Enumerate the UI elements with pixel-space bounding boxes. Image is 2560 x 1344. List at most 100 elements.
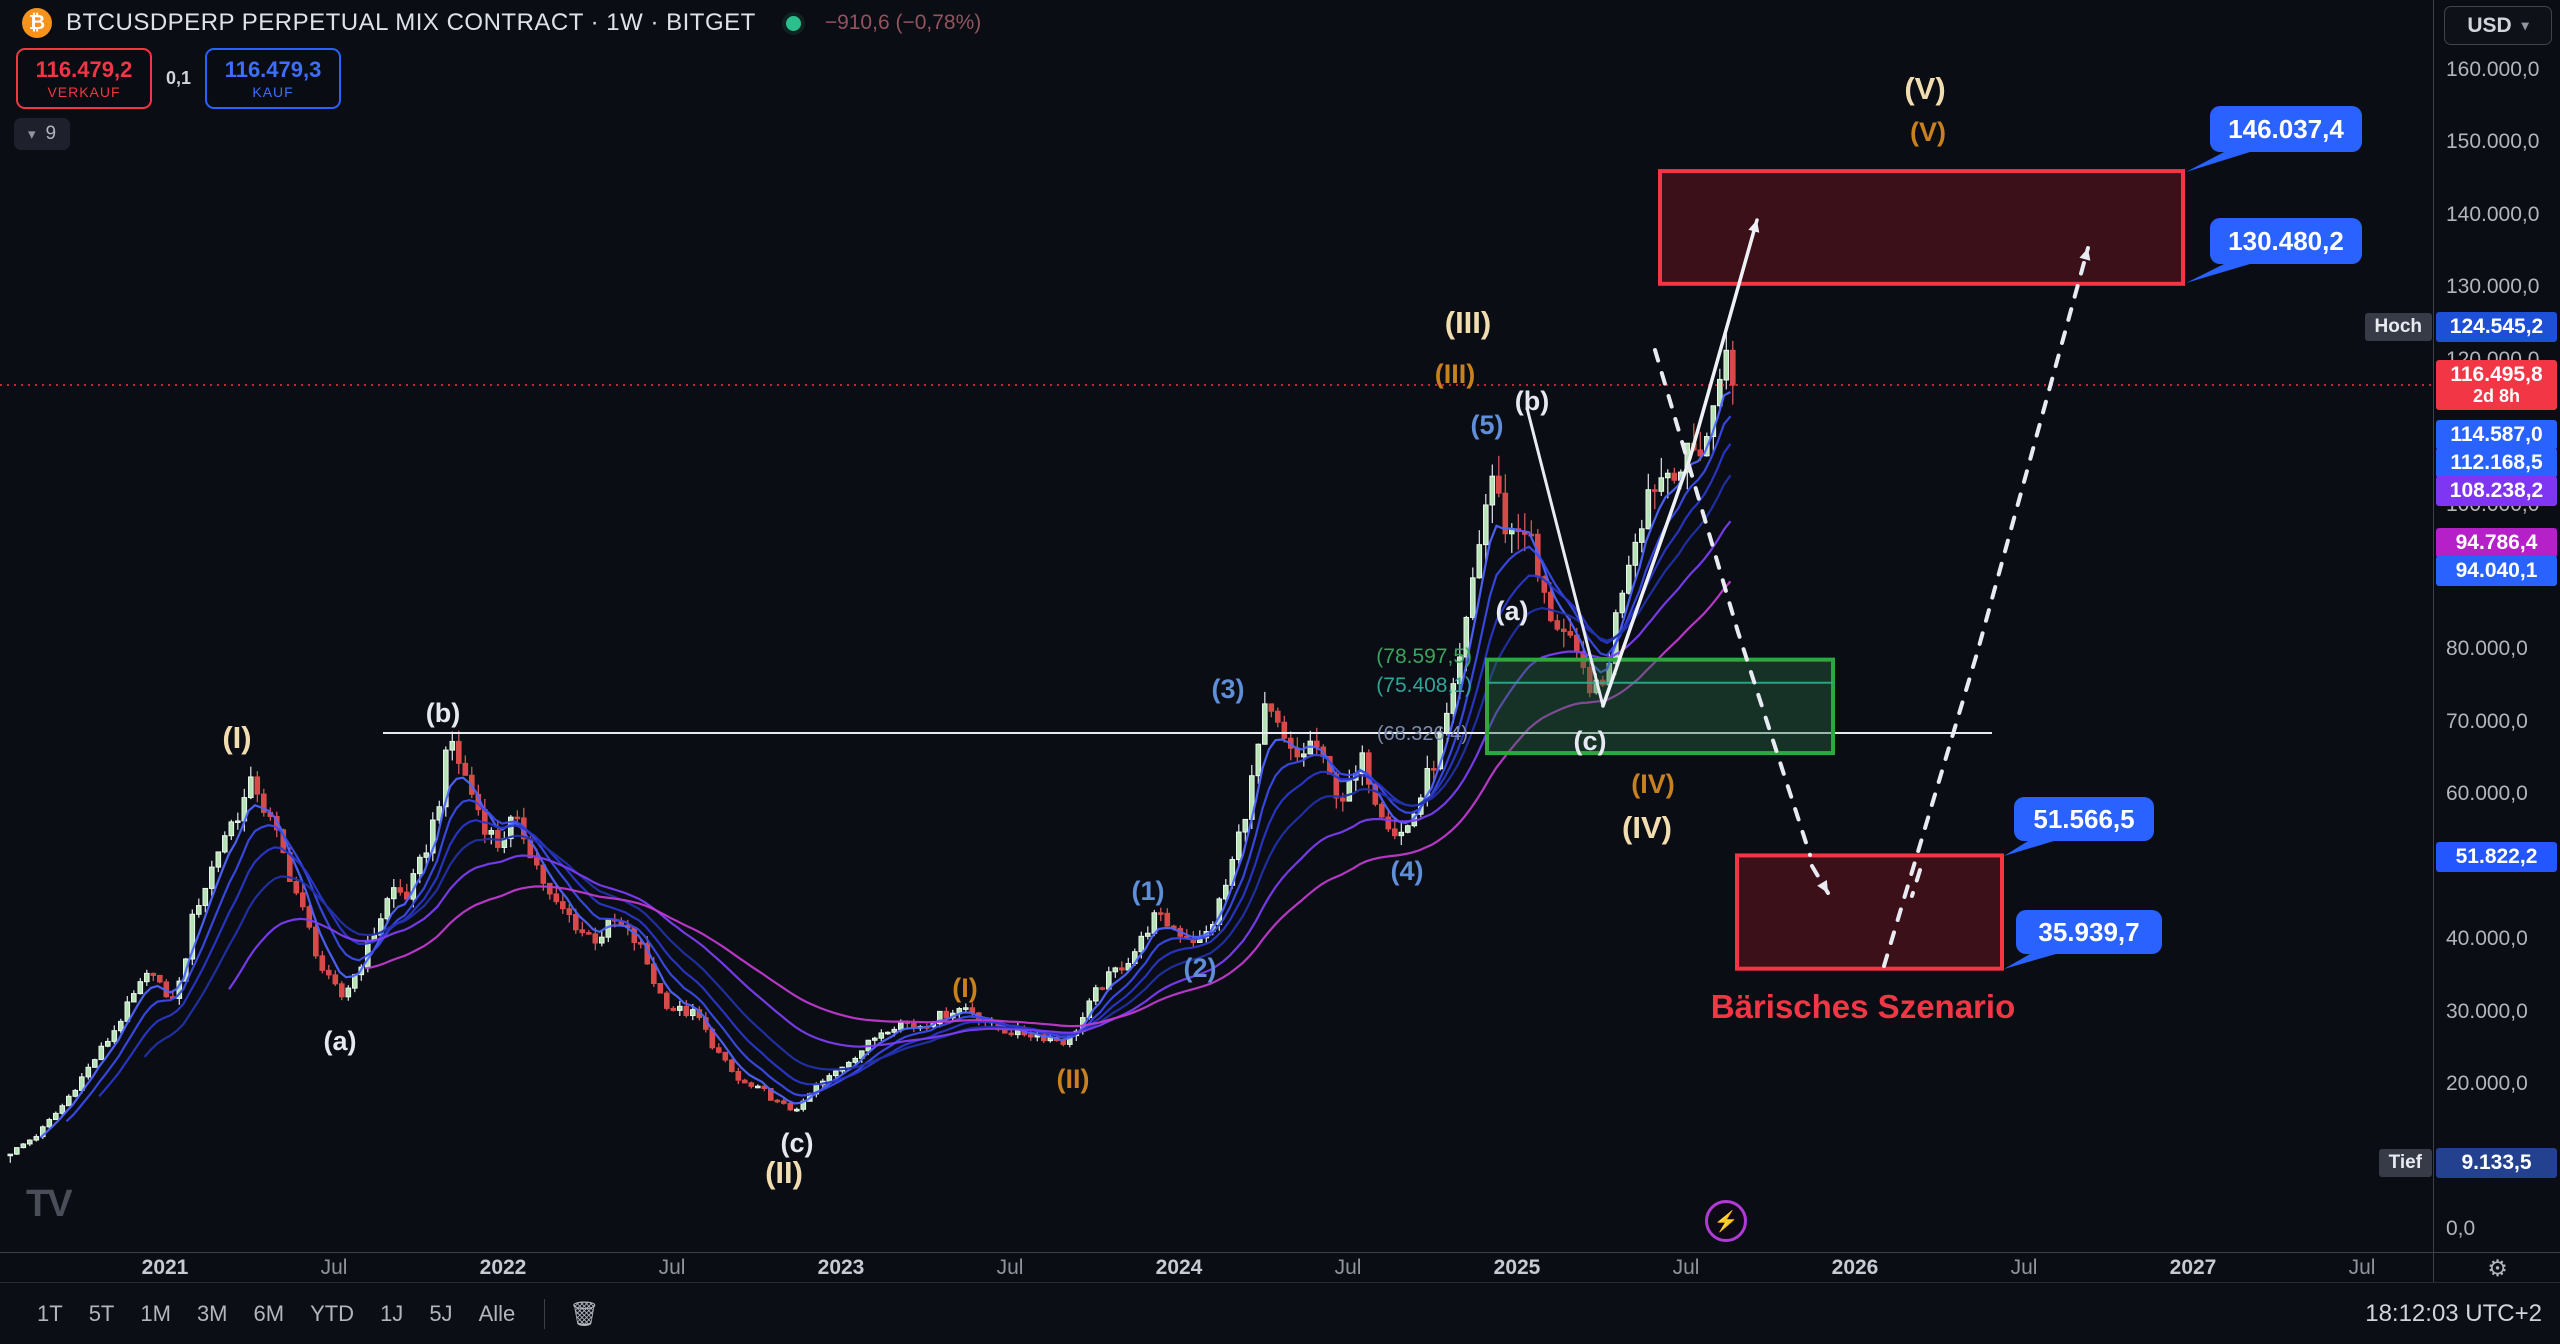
lightning-badge-icon[interactable]: ⚡ [1705, 1200, 1747, 1242]
bitcoin-icon: ₿ [22, 8, 52, 38]
wave-label-cream[interactable]: (III) [1445, 305, 1492, 340]
wave-label-blue[interactable]: (3) [1212, 674, 1245, 704]
wave-label-cream[interactable]: (II) [765, 1155, 803, 1190]
projection-dashed-0[interactable] [1653, 348, 1812, 857]
price-label-badge: 114.587,0 [2436, 420, 2557, 450]
order-panel: 116.479,2 VERKAUF 0,1 116.479,3 KAUF [16, 48, 342, 109]
time-axis[interactable]: ⚙ 2021 Jul 2022 Jul 2023 Jul 2024 Jul 2025 Jul 202… [0, 1252, 2560, 1283]
bearish-scenario-label[interactable]: Bärisches Szenario [1711, 988, 2015, 1025]
range-button-5j[interactable]: 5J [429, 1301, 453, 1326]
ema-line-21 [143, 474, 1732, 1071]
price-axis[interactable]: USD ▾ 160.000,0 150.000,0 140.000,0 130.000… [2364, 0, 2560, 1252]
buy-price: 116.479,3 [224, 56, 322, 82]
gear-icon[interactable]: ⚙ [2487, 1254, 2508, 1281]
price-tick: 150.000,0 [2446, 130, 2540, 154]
wave-label-cream[interactable]: (V) [1904, 71, 1945, 106]
range-button-1t[interactable]: 1T [37, 1301, 63, 1326]
wave-label-white[interactable]: (c) [781, 1128, 814, 1158]
wave-label-white[interactable]: (b) [426, 698, 460, 728]
trend-line-1[interactable] [1601, 218, 1759, 708]
range-switcher: 1T 5T 1M 3M 6M YTD 1J 5J Alle [24, 1301, 528, 1327]
wave-label-cream[interactable]: (I) [222, 720, 251, 755]
goto-date-icon[interactable]: 🗑︎ [569, 1300, 600, 1328]
symbol-title[interactable]: BTCUSDPERP PERPETUAL MIX CONTRACT · 1W ·… [66, 9, 756, 36]
price-change: −910,6 (−0,78%) [824, 11, 982, 34]
price-tag-hoch: Hoch [2364, 312, 2432, 341]
price-tag-tief: Tief [2378, 1148, 2432, 1177]
market-status-icon[interactable] [785, 15, 801, 31]
axis-settings-corner[interactable]: ⚙ [2433, 1253, 2560, 1283]
range-button-5t[interactable]: 5T [88, 1301, 115, 1326]
price-tick: 70.000,0 [2446, 709, 2528, 733]
projection-dashed-2-arrowhead [1817, 880, 1828, 893]
price-label-badge: 94.786,4 [2436, 528, 2557, 558]
wave-label-white[interactable]: (a) [324, 1026, 357, 1056]
time-tick: Jul [1334, 1256, 1362, 1279]
price-label-badge: 51.822,2 [2436, 842, 2557, 872]
wave-label-white[interactable]: (b) [1515, 386, 1549, 416]
time-tick: 2024 [1155, 1256, 1203, 1279]
currency-label: USD [2467, 13, 2512, 37]
range-button-6m[interactable]: 6M [253, 1301, 285, 1326]
chart-canvas[interactable]: (68.326,4) (78.597,5) (75.408,1) (I) (II) (II… [0, 0, 2433, 1252]
fib-zone-box[interactable] [1485, 657, 1835, 756]
price-tick: 20.000,0 [2446, 1072, 2528, 1096]
chevron-down-icon: ▾ [28, 126, 36, 143]
buy-button[interactable]: 116.479,3 KAUF [205, 48, 342, 109]
range-button-3m[interactable]: 3M [196, 1301, 228, 1326]
wave-label-blue[interactable]: (2) [1184, 953, 1217, 983]
range-button-1m[interactable]: 1M [140, 1301, 171, 1326]
wave-label-white[interactable]: (c) [1574, 726, 1607, 756]
wave-label-orange[interactable]: (I) [952, 973, 977, 1003]
sell-button[interactable]: 116.479,2 VERKAUF [16, 48, 152, 109]
price-label-badge: 112.168,5 [2436, 448, 2557, 478]
wave-label-cream[interactable]: (IV) [1622, 810, 1672, 845]
clock[interactable]: 18:12:03 UTC+2 [2365, 1300, 2542, 1327]
wave-label-blue[interactable]: (5) [1471, 410, 1504, 440]
price-tick: 140.000,0 [2446, 202, 2540, 226]
price-label-badge: 94.040,1 [2436, 556, 2557, 586]
time-tick: Jul [658, 1256, 686, 1279]
price-callout[interactable]: 130.480,2 [2186, 218, 2362, 283]
price-callout[interactable]: 35.939,7 [2004, 910, 2162, 969]
wave-label-orange[interactable]: (V) [1910, 117, 1946, 147]
projection-dashed-1[interactable] [1882, 246, 2090, 968]
object-count: 9 [45, 123, 57, 144]
range-button-1j[interactable]: 1J [380, 1301, 404, 1326]
time-tick: Jul [320, 1256, 348, 1279]
bull-target-box[interactable] [1658, 169, 2185, 286]
wave-label-orange[interactable]: (II) [1057, 1064, 1090, 1094]
time-tick: 2026 [1831, 1256, 1879, 1279]
price-tick: 30.000,0 [2446, 999, 2528, 1023]
wave-label-white[interactable]: (a) [1496, 596, 1529, 626]
projection-dashed-3[interactable] [1910, 868, 1922, 898]
fib-label: (75.408,1) [1376, 674, 1472, 697]
price-callout[interactable]: 146.037,4 [2186, 106, 2362, 172]
trend-line-1-arrowhead [1748, 220, 1760, 233]
time-tick: 2022 [479, 1256, 527, 1279]
ema-line-55 [365, 580, 1732, 1028]
wave-label-blue[interactable]: (4) [1391, 856, 1424, 886]
object-tree-toggle[interactable]: ▾ 9 [14, 118, 71, 150]
wave-label-orange[interactable]: (IV) [1631, 769, 1675, 799]
spread-value: 0,1 [166, 68, 192, 88]
currency-dropdown[interactable]: USD ▾ [2444, 6, 2552, 45]
sell-label: VERKAUF [47, 83, 121, 100]
range-button-ytd[interactable]: YTD [310, 1301, 355, 1326]
trend-line-0[interactable] [1525, 406, 1605, 708]
price-tick: 130.000,0 [2446, 275, 2540, 299]
wave-label-blue[interactable]: (1) [1132, 876, 1165, 906]
price-label-badge: 124.545,2 [2436, 311, 2557, 342]
wave-label-orange[interactable]: (III) [1435, 359, 1476, 389]
ema-line-5 [39, 391, 1732, 1139]
tradingview-logo[interactable]: TV [26, 1183, 73, 1225]
buy-label: KAUF [252, 83, 294, 100]
time-tick: Jul [2348, 1256, 2376, 1279]
range-button-alle[interactable]: Alle [478, 1301, 516, 1326]
price-label-badge: 9.133,5 [2436, 1147, 2557, 1178]
chart-header: ₿ BTCUSDPERP PERPETUAL MIX CONTRACT · 1W… [22, 8, 981, 38]
bear-target-box[interactable] [1735, 853, 2004, 971]
svg-text:146.037,4: 146.037,4 [2228, 114, 2344, 144]
price-callout[interactable]: 51.566,5 [2004, 797, 2154, 856]
